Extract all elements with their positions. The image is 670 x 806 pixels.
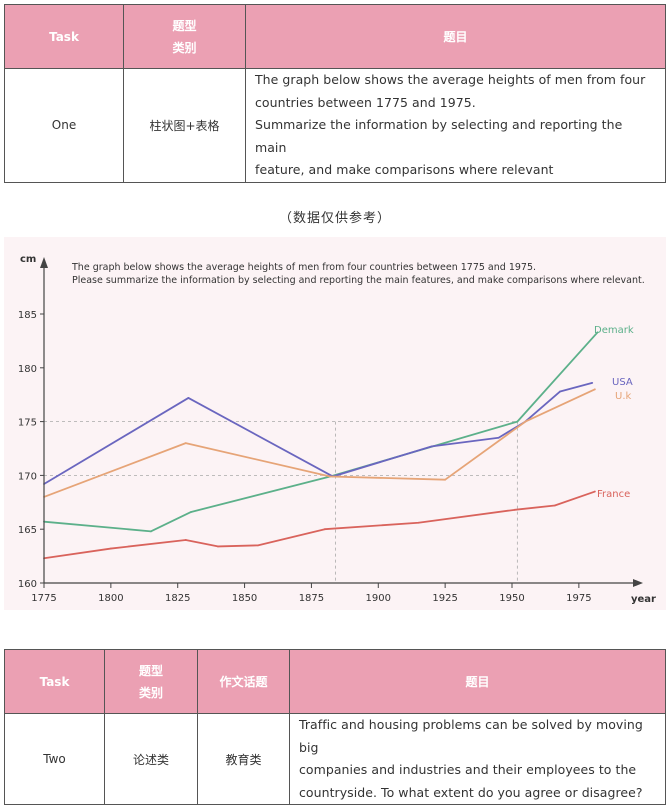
data-point bbox=[184, 442, 187, 445]
data-point bbox=[184, 539, 187, 541]
data-point bbox=[444, 478, 447, 481]
data-point bbox=[216, 545, 219, 548]
y-tick-label: 170 bbox=[18, 471, 37, 482]
task-question: The graph below shows the average height… bbox=[245, 68, 666, 183]
question-line: The graph below shows the average height… bbox=[255, 72, 646, 87]
series-label: USA bbox=[612, 377, 633, 388]
series-label: U.k bbox=[615, 391, 631, 402]
x-axis-arrow bbox=[633, 579, 643, 587]
reference-note: （数据仅供参考） bbox=[278, 211, 391, 226]
data-point bbox=[497, 436, 500, 439]
y-axis-label: cm bbox=[20, 254, 36, 265]
data-point bbox=[257, 544, 259, 547]
data-point bbox=[594, 490, 596, 493]
series-line-usa bbox=[43, 381, 593, 485]
question-line: Traffic and housing problems can be solv… bbox=[299, 717, 643, 755]
task-type: 柱状图+表格 bbox=[123, 68, 246, 183]
task-two-table: Task 题型 类别 作文话题 题目 Two 论述类 教育类 Traffic a… bbox=[4, 649, 666, 805]
chart-background bbox=[4, 237, 666, 610]
task-type: 论述类 bbox=[104, 713, 198, 805]
data-point bbox=[150, 530, 152, 533]
data-point bbox=[329, 475, 332, 478]
header-topic: 作文话题 bbox=[197, 649, 290, 714]
chart-caption-line: Please summarize the information by sele… bbox=[72, 275, 645, 286]
header-task: Task bbox=[4, 649, 105, 714]
series-line-demark bbox=[43, 331, 599, 533]
data-point bbox=[513, 508, 516, 511]
data-point bbox=[430, 445, 433, 448]
x-tick-label: 1800 bbox=[98, 593, 123, 604]
y-tick-label: 180 bbox=[18, 364, 37, 375]
data-point bbox=[190, 511, 192, 513]
chart-caption-line: The graph below shows the average height… bbox=[71, 262, 536, 273]
task-topic: 教育类 bbox=[197, 713, 290, 805]
data-point bbox=[516, 420, 519, 423]
x-tick-label: 1925 bbox=[432, 593, 457, 604]
header-task: Task bbox=[4, 4, 124, 69]
x-tick-label: 1975 bbox=[566, 593, 591, 604]
x-tick-label: 1950 bbox=[499, 593, 524, 604]
x-tick-label: 1900 bbox=[366, 593, 391, 604]
data-point bbox=[109, 547, 112, 550]
header-question: 题目 bbox=[245, 4, 666, 69]
series-label: France bbox=[597, 489, 630, 500]
data-point bbox=[417, 521, 420, 524]
x-tick-label: 1875 bbox=[299, 593, 324, 604]
data-point bbox=[553, 504, 556, 507]
y-tick-label: 175 bbox=[18, 418, 37, 429]
question-line: countryside. To what extent do you agree… bbox=[299, 784, 643, 800]
series-label: Demark bbox=[594, 325, 634, 336]
data-point bbox=[323, 528, 326, 531]
task-number: Two bbox=[4, 713, 105, 805]
y-tick-label: 160 bbox=[18, 579, 37, 590]
y-tick-label: 185 bbox=[18, 310, 37, 321]
task-number: One bbox=[4, 68, 124, 183]
task-question: Traffic and housing problems can be solv… bbox=[289, 713, 666, 805]
x-tick-label: 1850 bbox=[232, 593, 257, 604]
x-tick-label: 1825 bbox=[165, 593, 190, 604]
y-tick-label: 165 bbox=[18, 525, 37, 536]
data-point bbox=[559, 390, 562, 393]
series-line-france bbox=[43, 490, 596, 560]
question-line: countries between 1775 and 1975. bbox=[255, 94, 476, 110]
task-one-table: Task 题型 类别 题目 One 柱状图+表格 The graph below… bbox=[4, 4, 666, 183]
x-axis-label: year bbox=[631, 594, 656, 605]
data-point bbox=[594, 388, 596, 391]
x-tick-label: 1775 bbox=[31, 593, 56, 604]
data-point bbox=[591, 381, 594, 384]
header-type: 题型 类别 bbox=[123, 4, 246, 69]
y-axis-arrow bbox=[40, 257, 48, 268]
data-point bbox=[596, 331, 599, 334]
series-line-uk bbox=[43, 388, 596, 498]
question-line: feature, and make comparisons where rele… bbox=[255, 162, 554, 177]
data-point bbox=[524, 420, 527, 423]
data-point bbox=[187, 397, 190, 399]
height-line-chart: 1775 1800 1825 1850 1875 1900 1925 1950 1975 160 1… bbox=[4, 237, 666, 610]
header-question: 题目 bbox=[289, 649, 666, 714]
question-line: companies and industries and their emplo… bbox=[299, 762, 637, 777]
header-type: 题型 类别 bbox=[104, 649, 198, 714]
question-line: Summarize the information by selecting a… bbox=[255, 117, 623, 155]
